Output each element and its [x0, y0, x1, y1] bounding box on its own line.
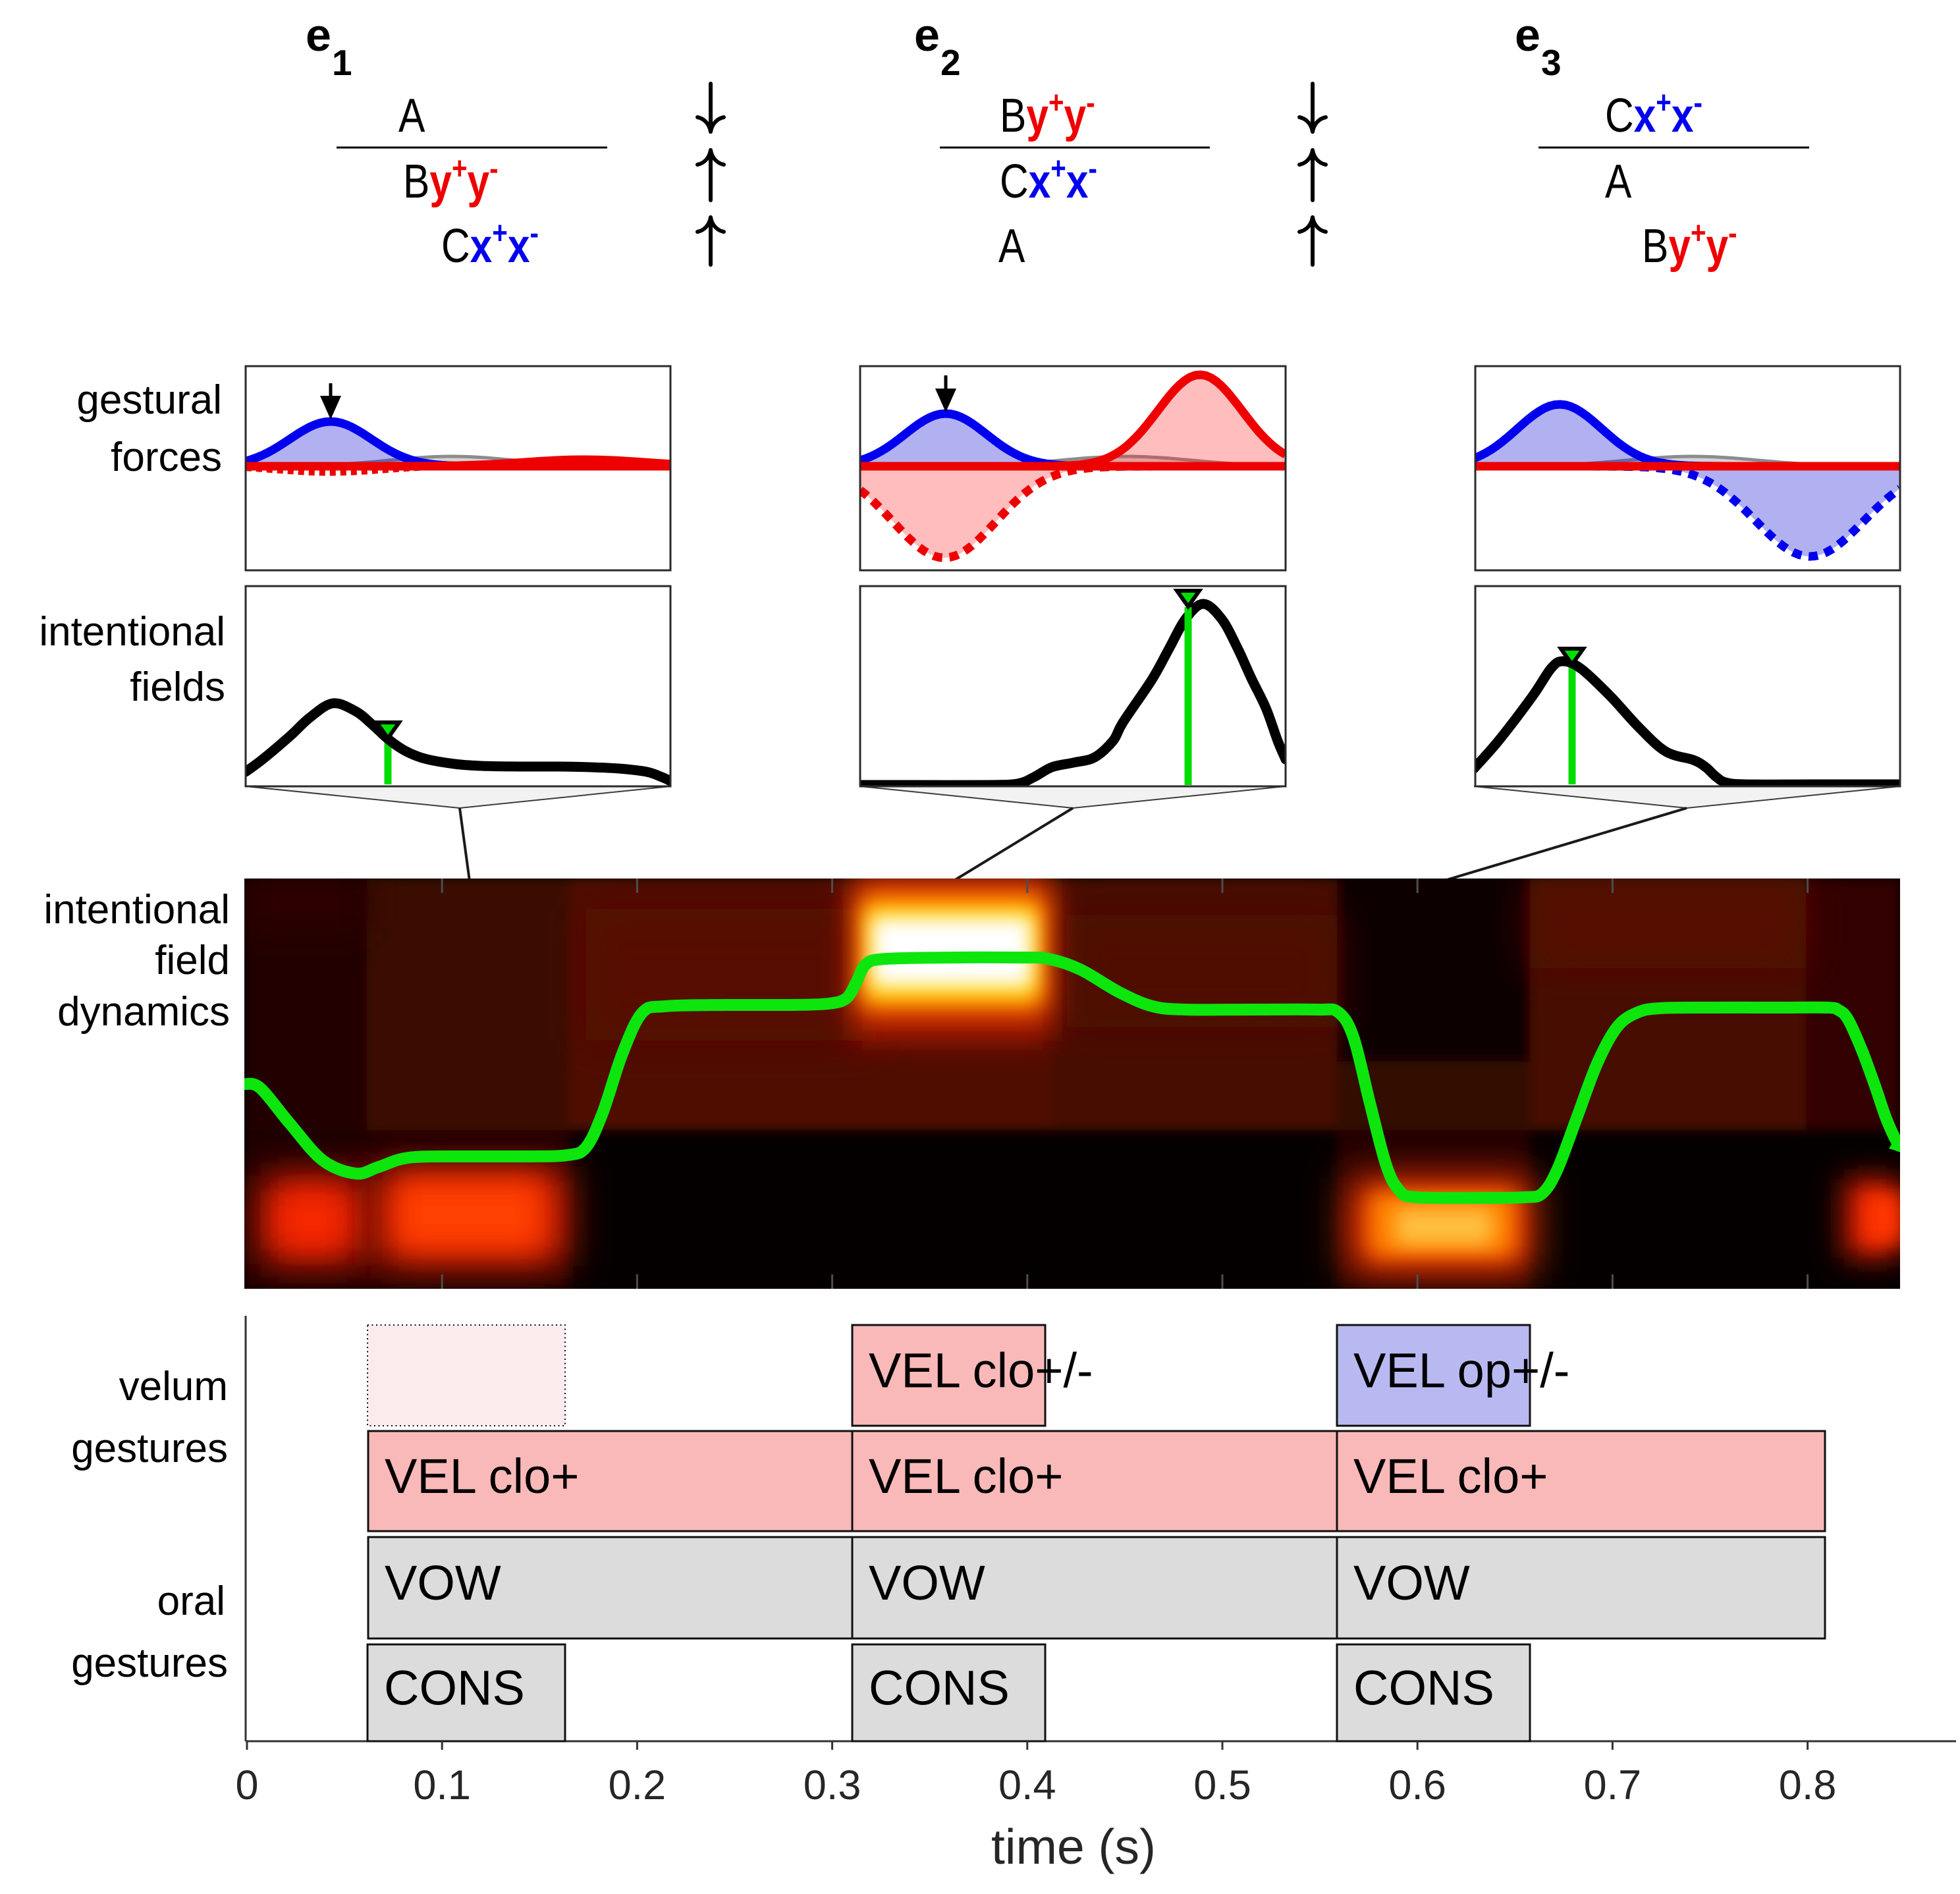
svg-text:1: 1	[332, 42, 352, 83]
svg-text:VEL clo+/-: VEL clo+/-	[869, 1343, 1093, 1398]
svg-text:intentional: intentional	[43, 887, 230, 933]
svg-text:gestural: gestural	[76, 377, 222, 423]
svg-text:VOW: VOW	[385, 1556, 501, 1610]
svg-text:0.8: 0.8	[1779, 1762, 1837, 1808]
svg-text:Cx+ x-: Cx+ x-	[1605, 86, 1702, 142]
svg-text:A: A	[1605, 155, 1632, 208]
svg-text:field: field	[155, 938, 230, 983]
svg-text:3: 3	[1541, 42, 1562, 83]
svg-text:0.1: 0.1	[413, 1762, 471, 1808]
svg-text:By+ y-: By+ y-	[1642, 216, 1737, 273]
svg-text:By+ y-: By+ y-	[403, 151, 499, 208]
svg-text:VEL clo+: VEL clo+	[1353, 1449, 1548, 1503]
svg-text:0.3: 0.3	[803, 1762, 861, 1808]
svg-text:By+ y-: By+ y-	[1000, 86, 1095, 142]
svg-text:gestures: gestures	[71, 1640, 228, 1686]
svg-text:VEL clo+: VEL clo+	[385, 1449, 580, 1503]
svg-text:CONS: CONS	[1353, 1661, 1494, 1716]
svg-text:0.6: 0.6	[1388, 1762, 1446, 1808]
svg-text:velum: velum	[119, 1364, 228, 1409]
svg-text:VOW: VOW	[1353, 1556, 1470, 1610]
svg-text:time (s): time (s)	[991, 1819, 1156, 1874]
svg-text:dynamics: dynamics	[57, 989, 230, 1035]
svg-text:oral: oral	[157, 1579, 225, 1624]
svg-text:VOW: VOW	[869, 1556, 985, 1610]
svg-text:0.2: 0.2	[609, 1762, 667, 1808]
svg-text:0.7: 0.7	[1584, 1762, 1642, 1808]
svg-text:VEL clo+: VEL clo+	[869, 1449, 1064, 1503]
svg-text:2: 2	[940, 42, 961, 83]
svg-text:fields: fields	[130, 664, 225, 710]
svg-text:intentional: intentional	[39, 609, 225, 655]
svg-text:gestures: gestures	[71, 1426, 228, 1471]
svg-text:e: e	[1515, 9, 1540, 61]
svg-text:Cx+ x-: Cx+ x-	[1000, 151, 1097, 208]
svg-text:e: e	[306, 9, 331, 61]
svg-text:A: A	[398, 90, 425, 142]
svg-text:0: 0	[235, 1762, 258, 1808]
svg-text:0.5: 0.5	[1193, 1762, 1251, 1808]
svg-text:Cx+ x-: Cx+ x-	[441, 216, 539, 273]
svg-text:A: A	[998, 220, 1025, 273]
svg-text:CONS: CONS	[869, 1661, 1010, 1716]
svg-text:forces: forces	[111, 435, 222, 480]
svg-text:e: e	[914, 9, 940, 61]
svg-text:VEL op+/-: VEL op+/-	[1353, 1343, 1569, 1398]
svg-text:0.4: 0.4	[998, 1762, 1056, 1808]
svg-text:CONS: CONS	[384, 1661, 525, 1716]
